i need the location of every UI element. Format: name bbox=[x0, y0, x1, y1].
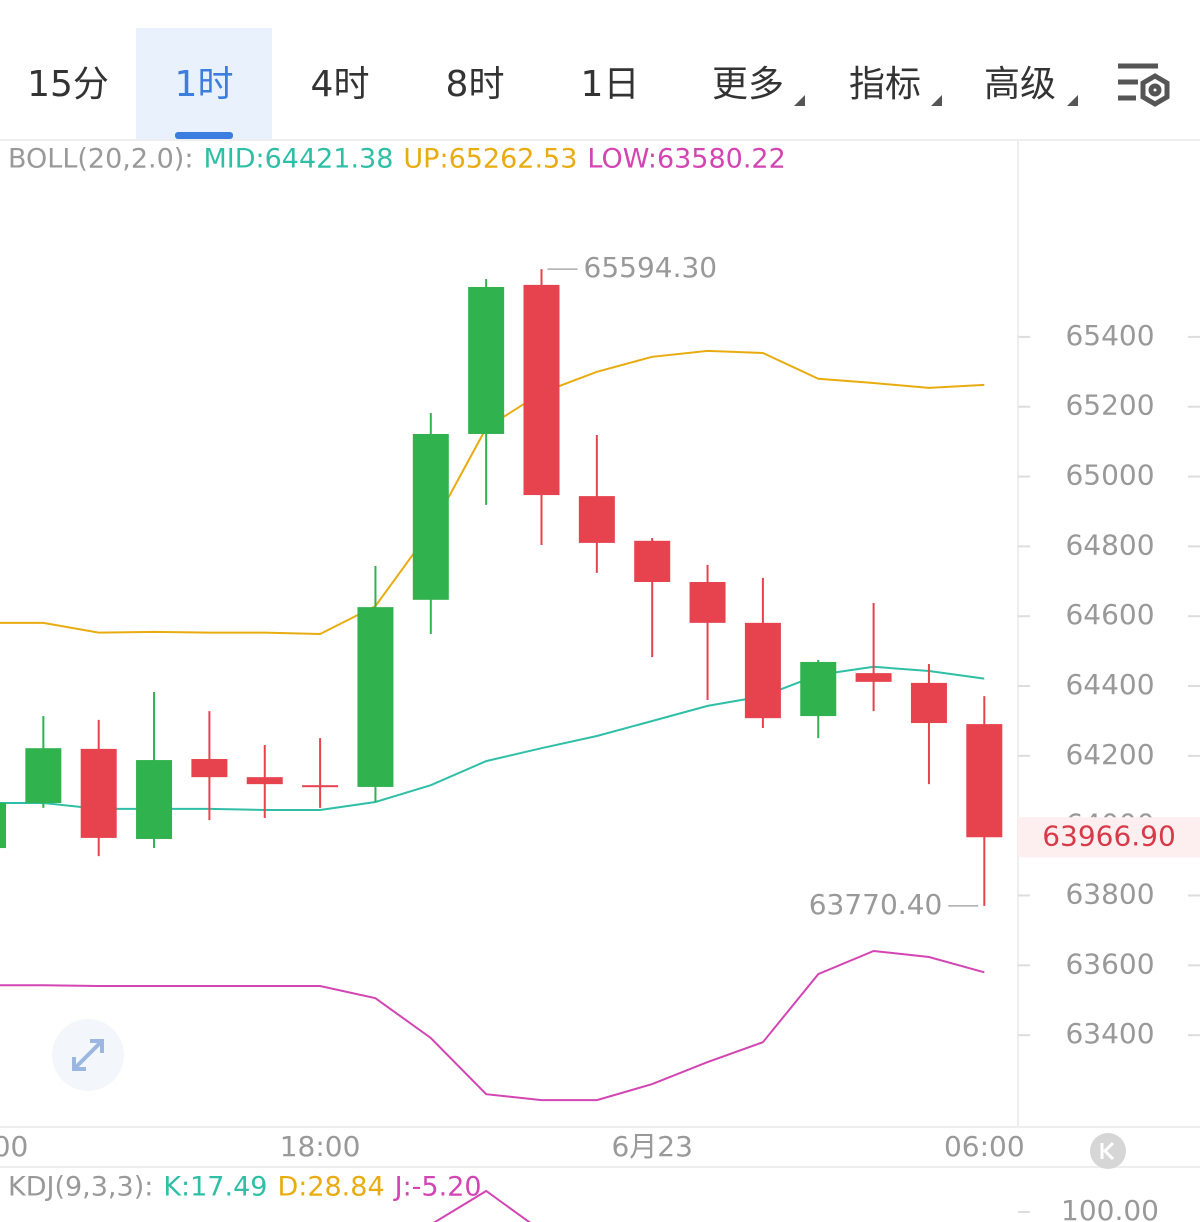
candle-body bbox=[191, 759, 228, 778]
candle-body bbox=[578, 496, 615, 543]
scroll-latest-button[interactable] bbox=[1090, 1133, 1126, 1169]
settings-icon[interactable] bbox=[1118, 63, 1170, 107]
candle-body bbox=[634, 540, 671, 583]
y-tick-label: 64200 bbox=[1065, 738, 1154, 771]
tab[interactable]: 高级 bbox=[984, 64, 1056, 105]
legend-entry: LOW:63580.22 bbox=[587, 144, 785, 175]
candle-body bbox=[689, 582, 726, 623]
dropdown-arrow bbox=[794, 95, 805, 106]
y-tick-label: 64400 bbox=[1065, 668, 1154, 701]
tab[interactable]: 8时 bbox=[446, 64, 505, 105]
y-tick-label: 63600 bbox=[1065, 947, 1154, 980]
y-tick-label: 65000 bbox=[1065, 459, 1154, 492]
candle-body bbox=[523, 284, 560, 496]
y-tick-label: 65200 bbox=[1065, 389, 1154, 422]
x-tick-label: 06:00 bbox=[944, 1130, 1025, 1163]
legend-entry: UP:65262.53 bbox=[403, 144, 577, 175]
tab[interactable]: 更多 bbox=[712, 64, 784, 105]
candle-body bbox=[910, 682, 947, 724]
candle-body bbox=[855, 673, 892, 682]
plot: 6340063600638006400064200644006460064800… bbox=[0, 144, 1200, 1222]
legend-entry: D:28.84 bbox=[277, 1172, 384, 1203]
candle-body bbox=[966, 724, 1003, 838]
tab[interactable]: 15分 bbox=[27, 64, 109, 105]
candle-body bbox=[246, 777, 283, 785]
candle-body bbox=[80, 748, 117, 838]
candle-body bbox=[302, 785, 339, 788]
button-bg bbox=[1090, 1133, 1126, 1169]
y-tick-label: 65400 bbox=[1065, 319, 1154, 352]
expand-icon bbox=[72, 1039, 104, 1071]
legend-entry: J:-5.20 bbox=[393, 1172, 482, 1203]
candle-body bbox=[468, 286, 505, 434]
selected-tab-indicator bbox=[175, 132, 233, 139]
legend-entry: KDJ(9,3,3): bbox=[8, 1172, 153, 1203]
y-tick-label: 64800 bbox=[1065, 528, 1154, 561]
legend-entry: MID:64421.38 bbox=[203, 144, 393, 175]
candle-body bbox=[25, 748, 62, 804]
y-tick-label: 100.00 bbox=[1061, 1194, 1159, 1222]
icon-stroke bbox=[1148, 83, 1162, 97]
tab[interactable]: 1日 bbox=[581, 64, 640, 105]
min-label: 63770.40 bbox=[809, 888, 943, 921]
candle-body bbox=[744, 622, 781, 719]
legend-entry: K:17.49 bbox=[163, 1172, 267, 1203]
dropdown-arrow bbox=[1067, 95, 1078, 106]
last-price-label: 63966.90 bbox=[1042, 819, 1176, 852]
tab[interactable]: 4时 bbox=[311, 64, 370, 105]
candle-body bbox=[357, 607, 394, 787]
band-line bbox=[0, 949, 985, 1102]
last-price-bg bbox=[1018, 817, 1200, 858]
tab[interactable]: 1时 bbox=[175, 64, 234, 105]
y-tick-label: 63800 bbox=[1065, 878, 1154, 911]
tab[interactable]: 指标 bbox=[849, 64, 921, 105]
latest-icon bbox=[1100, 1141, 1115, 1161]
y-tick-label: 63400 bbox=[1065, 1017, 1154, 1050]
candle-body bbox=[0, 803, 6, 849]
x-tick-label: 12:00 bbox=[0, 1130, 28, 1163]
legend-entry: BOLL(20,2.0): bbox=[8, 144, 193, 175]
candle-body bbox=[800, 661, 837, 717]
expand-button[interactable] bbox=[52, 1019, 124, 1091]
x-tick-label: 6月23 bbox=[611, 1130, 692, 1163]
max-label: 65594.30 bbox=[584, 251, 718, 284]
icon-stroke bbox=[1140, 73, 1170, 107]
y-tick-label: 64600 bbox=[1065, 598, 1154, 631]
kdj-line bbox=[433, 1189, 531, 1222]
x-tick-label: 18:00 bbox=[280, 1130, 361, 1163]
candle-body bbox=[412, 433, 449, 600]
dropdown-arrow bbox=[931, 95, 942, 106]
selected-tab-bg bbox=[136, 28, 272, 140]
candle-body bbox=[136, 760, 173, 839]
